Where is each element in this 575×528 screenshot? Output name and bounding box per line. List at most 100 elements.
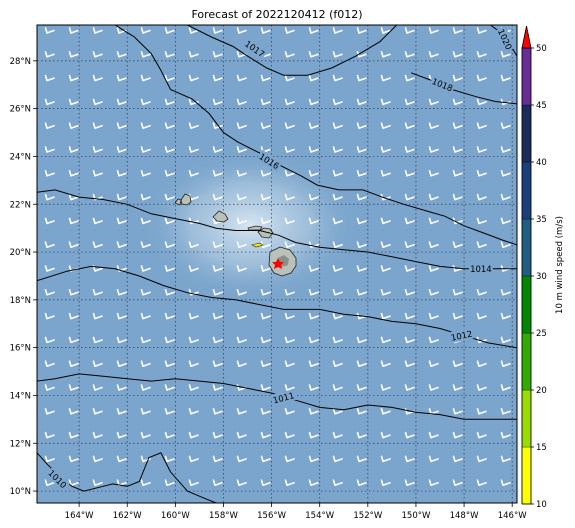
wind-barb <box>188 479 199 486</box>
wind-barb <box>452 241 463 248</box>
map-frame <box>36 24 518 504</box>
wind-barb <box>380 122 391 129</box>
wind-barb <box>212 27 223 34</box>
wind-barb <box>356 431 367 439</box>
isobar-label: 1014 <box>470 265 492 275</box>
wind-barb <box>476 241 487 248</box>
wind-barb <box>92 455 103 463</box>
wind-barb <box>68 431 79 439</box>
wind-barb <box>476 193 487 201</box>
isobar-line <box>37 265 517 349</box>
wind-barb <box>140 98 151 106</box>
wind-barb <box>500 193 511 201</box>
wind-barb <box>500 122 511 129</box>
colorbar-tick-label: 20 <box>536 386 547 396</box>
wind-barb <box>44 455 55 463</box>
wind-barb <box>308 265 319 272</box>
wind-barb <box>236 146 247 153</box>
wind-barb <box>452 408 463 415</box>
wind-barb <box>380 336 391 344</box>
wind-barb <box>332 51 343 58</box>
wind-barb <box>236 289 247 296</box>
wind-barb <box>260 479 271 486</box>
wind-barb <box>284 27 295 34</box>
wind-barb <box>356 217 367 225</box>
wind-barb <box>428 27 439 34</box>
wind-barb <box>140 384 151 391</box>
wind-barb <box>284 431 295 439</box>
wind-barb <box>332 431 343 439</box>
isobar-label-bg <box>495 25 516 53</box>
wind-barb <box>356 360 367 367</box>
wind-barb <box>188 408 199 415</box>
wind-barb <box>188 384 199 391</box>
colorbar: 10 15 20 25 30 35 40 45 50 10 m wind speed (m/s) <box>521 25 565 510</box>
colorbar-tick-label: 35 <box>536 215 547 225</box>
wind-barb <box>44 122 55 129</box>
isobar-label-bg <box>45 466 71 492</box>
wind-barb <box>212 455 223 463</box>
wind-barb <box>404 27 415 34</box>
wind-barb <box>236 122 247 129</box>
wind-barb <box>356 455 367 463</box>
wind-barb <box>188 98 199 106</box>
wind-barb <box>452 98 463 106</box>
wind-barb <box>212 74 223 82</box>
wind-barb <box>284 170 295 177</box>
wind-barb <box>452 312 463 320</box>
wind-barb <box>212 479 223 486</box>
wind-barb <box>356 289 367 296</box>
wind-barb <box>284 289 295 296</box>
wind-barb <box>44 27 55 34</box>
wind-barb <box>428 265 439 272</box>
wind-barb <box>332 98 343 106</box>
wind-barb <box>500 408 511 415</box>
lat-tick-label: 14°N <box>10 391 31 401</box>
wind-barb <box>164 122 175 129</box>
island-lanai <box>251 242 264 248</box>
wind-barb <box>380 74 391 82</box>
wind-barb <box>380 431 391 439</box>
wind-barb <box>164 408 175 415</box>
wind-barb <box>404 241 415 248</box>
wind-barb <box>500 146 511 153</box>
wind-barb <box>140 289 151 296</box>
wind-barb <box>308 98 319 106</box>
wind-barb <box>236 479 247 486</box>
wind-barb <box>164 241 175 248</box>
wind-barb <box>500 170 511 177</box>
wind-barb <box>92 170 103 177</box>
wind-barb <box>500 289 511 296</box>
wind-barb <box>236 336 247 344</box>
wind-barb <box>452 384 463 391</box>
high-wind-marker <box>272 258 284 269</box>
wind-barb <box>356 170 367 177</box>
wind-barb <box>284 312 295 320</box>
wind-barb <box>428 241 439 248</box>
colorbar-tick-label: 25 <box>536 329 547 339</box>
wind-barb <box>140 27 151 34</box>
wind-barb <box>332 170 343 177</box>
wind-barb <box>308 122 319 129</box>
lon-tick-label: 152°W <box>353 511 382 521</box>
wind-barb <box>500 360 511 367</box>
wind-barb <box>140 217 151 225</box>
wind-barb <box>308 289 319 296</box>
wind-barb <box>380 98 391 106</box>
wind-barb <box>308 336 319 344</box>
wind-barb <box>164 74 175 82</box>
wind-barb <box>212 360 223 367</box>
wind-barb <box>164 98 175 106</box>
wind-barb <box>380 384 391 391</box>
isobar-label-bg <box>256 149 283 172</box>
wind-barb <box>92 98 103 106</box>
wind-barb <box>188 289 199 296</box>
wind-barb <box>236 193 247 201</box>
wind-barb <box>212 51 223 58</box>
colorbar-segment <box>521 104 532 163</box>
wind-barb <box>236 170 247 177</box>
wind-barb <box>212 193 223 201</box>
wind-barb <box>380 455 391 463</box>
wind-barb <box>44 74 55 82</box>
